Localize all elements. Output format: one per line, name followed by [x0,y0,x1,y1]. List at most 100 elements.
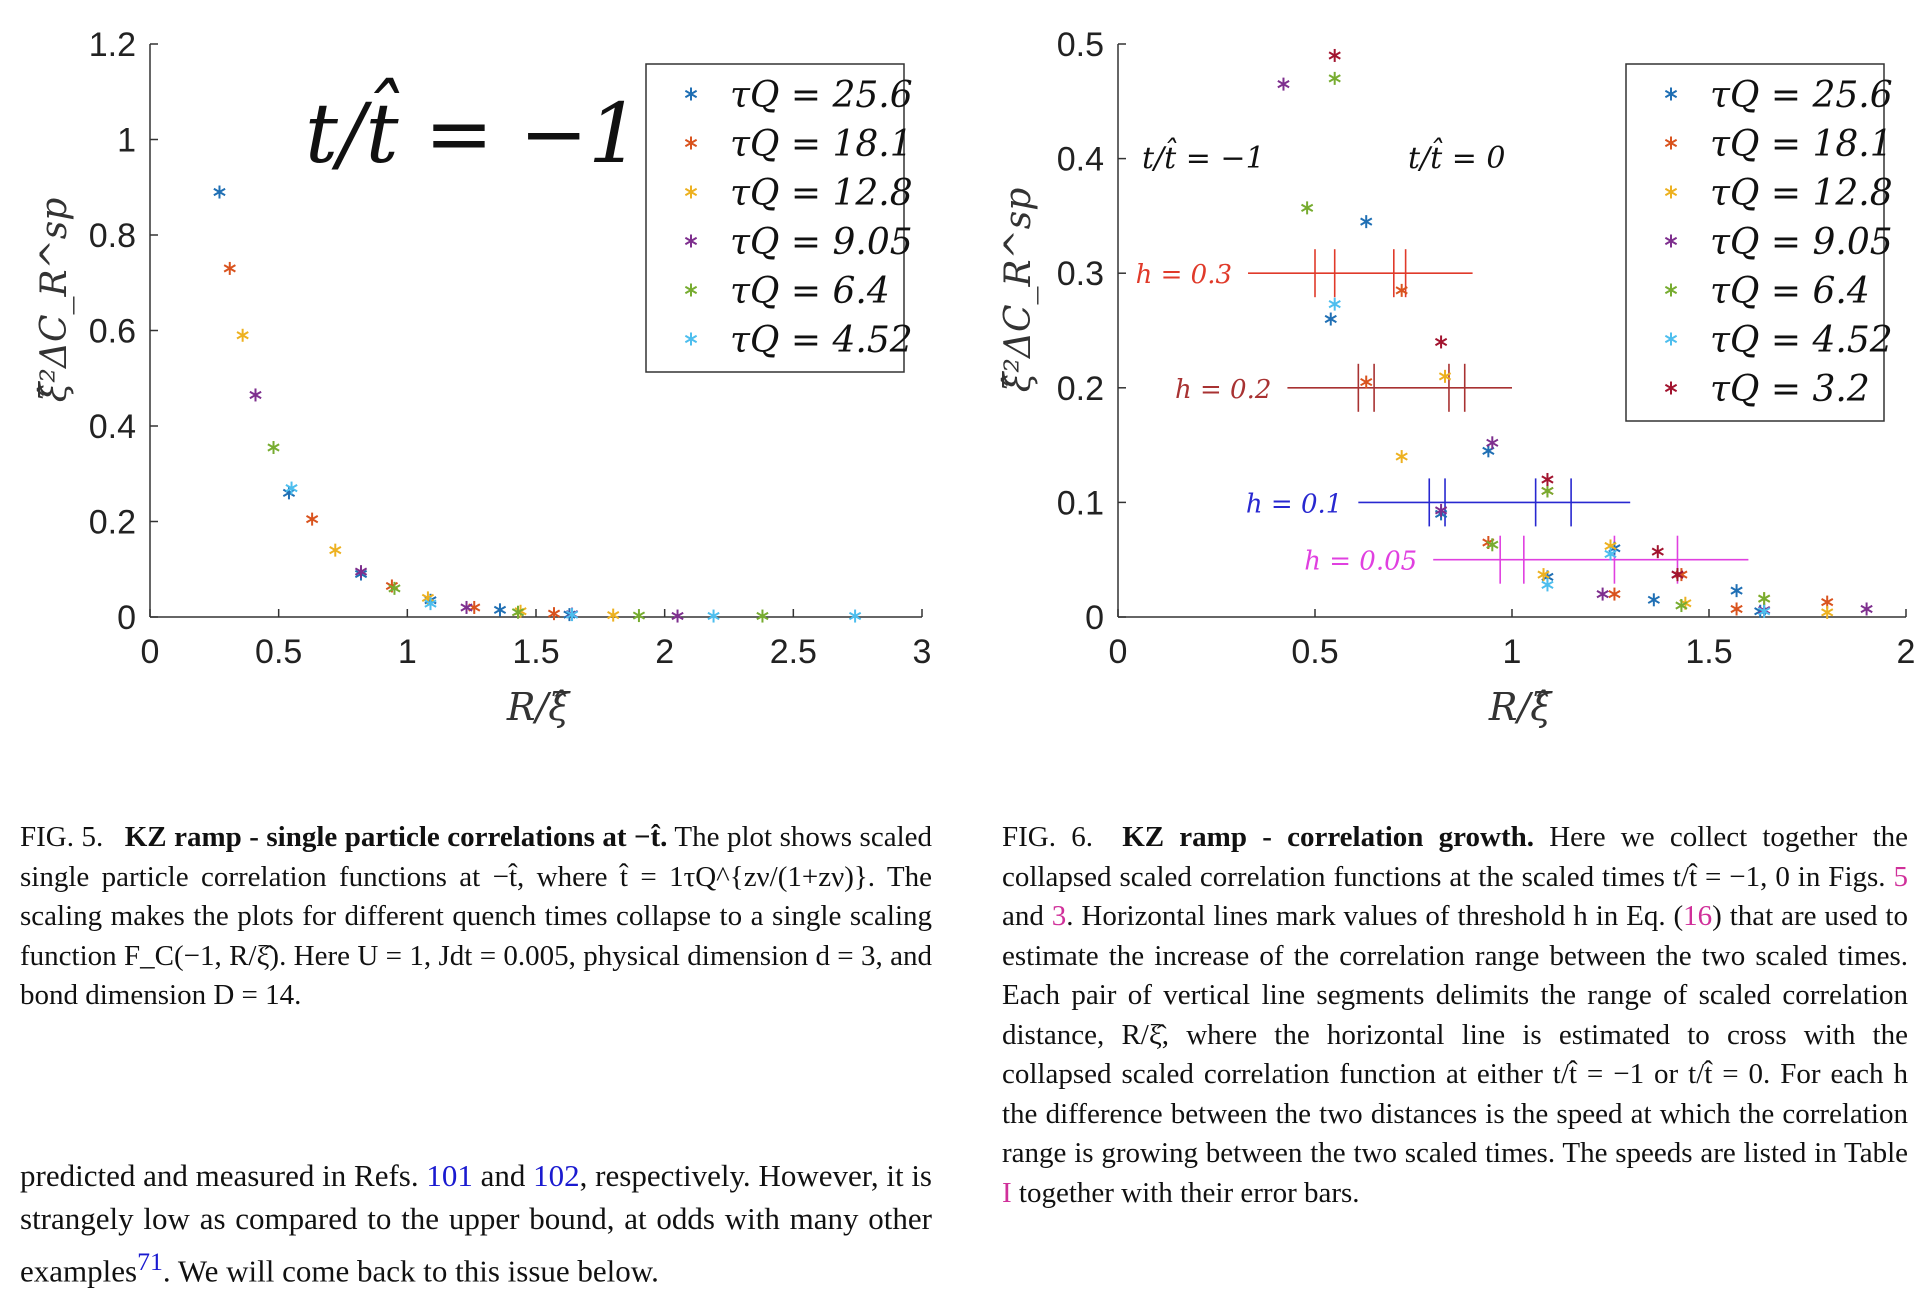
fig6-data-point [1596,587,1609,601]
caption6-label: FIG. 6. [1002,821,1093,853]
figure-6-plot: 0 0.5 1 1.5 2 0 0.1 0.2 0.3 0.4 0.5 h = 0.3 h = 0.2… [998,26,1916,729]
fig6-data-point [1328,297,1341,311]
fig5-legend-marker [684,332,698,346]
figure-5-plot: 0 0.5 1 1.5 2 2.5 3 0 0.2 0.4 0.6 0.8 1 1.2 t/t̂ = −1… [34,26,932,729]
fig5-data-point [511,605,525,619]
fig6-x-tick-label: 2 [1897,633,1916,671]
fig6-y-tick-label: 0 [1085,599,1104,637]
fig5-annotation: t/t̂ = −1 [305,78,640,182]
ref-101-link[interactable]: 101 [426,1158,473,1193]
fig5-y-tick-label: 0.2 [89,504,136,542]
fig5-data-point [565,608,579,622]
body-text-paragraph: predicted and measured in Refs. 101 and … [20,1154,932,1292]
fig5-data-point [236,328,249,342]
fig5-data-point [671,609,684,623]
fig5-data-point [707,609,720,623]
fig5-data-point [223,261,236,275]
fig6-y-tick-label: 0.4 [1057,141,1104,179]
fig5-data-point [285,481,298,495]
ref-71-link[interactable]: 71 [137,1247,163,1276]
fig5-data-point [267,440,280,454]
fig5-legend-entry: τQ = 25.6 [730,75,913,116]
fig5-y-tick-label: 0.4 [89,408,136,446]
fig6-data-point [1541,484,1554,498]
caption6-text-5: together with their error bars. [1011,1176,1360,1209]
fig6-data-point [1360,375,1373,389]
fig5-legend-box [645,63,905,373]
fig6-data-point [1651,545,1664,559]
fig6-data-point [1541,472,1554,486]
fig5-legend-marker [684,234,698,248]
fig5-reference-link[interactable]: 5 [1893,860,1909,893]
fig5-data-point [632,609,646,623]
fig6-data-point [1675,599,1688,613]
fig5-data-point [460,600,473,614]
caption5-title: KZ ramp - single particle correlations a… [124,821,668,853]
fig5-legend-marker [684,87,698,101]
fig6-data-point [1821,605,1834,619]
fig6-y-axis-label: ξ̂²ΔC_R^sp [998,188,1039,393]
fig6-data-point [1758,604,1771,618]
table-i-reference-link[interactable]: I [1002,1176,1012,1209]
fig5-data-point [424,597,437,611]
body-text-1: predicted and measured in Refs. [20,1158,427,1193]
fig6-legend-entry: τQ = 25.6 [1710,75,1893,116]
fig6-data-point [1730,602,1743,616]
fig5-legend-marker [684,136,698,150]
fig5-data-point [305,512,319,526]
fig6-legend-marker [1664,283,1678,297]
fig3-reference-link[interactable]: 3 [1051,900,1067,932]
figure-6: 0 0.5 1 1.5 2 0 0.1 0.2 0.3 0.4 0.5 h = 0.3 h = 0.2… [980,0,1926,760]
fig6-legend-entry: τQ = 9.05 [1710,222,1893,263]
fig6-data-point [1395,283,1408,297]
fig6-legend-marker [1664,185,1678,199]
fig6-legend-entry: τQ = 4.52 [1710,320,1893,361]
fig6-annotation-right: t/t̂ = 0 [1408,137,1506,176]
fig6-data-point [1730,584,1743,598]
fig5-legend-entry: τQ = 12.8 [730,173,913,214]
fig5-legend-entry: τQ = 18.1 [730,124,913,165]
fig5-data-point [329,543,342,557]
fig6-y-tick-label: 0.1 [1057,484,1104,522]
fig5-legend-entry: τQ = 6.4 [730,271,890,312]
body-text-4: . We will come back to this issue below. [162,1253,659,1289]
fig5-x-tick-label: 3 [913,633,932,671]
fig5-x-axis-label: R/ξ̂ [506,685,571,729]
threshold-label: h = 0.05 [1304,547,1417,577]
fig5-y-tick-label: 0 [117,599,136,637]
fig5-x-tick-label: 2.5 [770,633,817,671]
fig6-data-point [1395,450,1408,464]
fig6-data-point [1434,503,1448,517]
eq16-reference-link[interactable]: 16 [1683,900,1713,932]
caption6-text-1: Here we collect together the collapsed s… [1002,821,1909,893]
fig5-data-point [468,600,481,614]
threshold-label: h = 0.3 [1136,260,1232,290]
fig5-data-point [607,608,620,622]
figure-5-caption: FIG. 5. KZ ramp - single particle correl… [20,818,932,1016]
fig6-data-point [1360,215,1373,229]
fig5-y-tick-label: 0.8 [89,217,136,255]
caption6-text-4: ) that are used to estimate the increase… [1002,900,1908,1169]
fig6-legend-entry: τQ = 12.8 [1710,173,1893,214]
fig6-legend-marker [1664,381,1678,395]
fig5-data-point [848,609,862,623]
fig5-data-point [388,581,401,595]
fig6-data-point [1277,77,1290,91]
fig5-legend-marker [684,185,698,199]
fig6-data-point [1671,568,1684,582]
fig5-x-tick-label: 0.5 [255,633,302,671]
fig6-y-tick-label: 0.2 [1057,370,1104,408]
fig5-data-point [354,565,368,579]
fig5-legend-entry: τQ = 4.52 [730,320,913,361]
fig6-y-tick-label: 0.5 [1057,26,1104,64]
fig6-legend-marker [1664,234,1678,248]
fig6-x-tick-label: 0 [1109,633,1128,671]
fig5-x-tick-label: 2 [655,633,674,671]
fig5-y-tick-label: 1.2 [89,26,136,64]
fig5-y-tick-label: 0.6 [89,313,136,351]
fig6-legend: τQ = 25.6 τQ = 18.1 τQ = 12.8 τQ = 9.05 τQ =… [1625,63,1893,422]
fig6-x-tick-label: 1 [1503,633,1522,671]
fig6-data-point [1438,369,1452,383]
ref-102-link[interactable]: 102 [533,1158,580,1193]
fig6-x-tick-label: 0.5 [1291,633,1338,671]
